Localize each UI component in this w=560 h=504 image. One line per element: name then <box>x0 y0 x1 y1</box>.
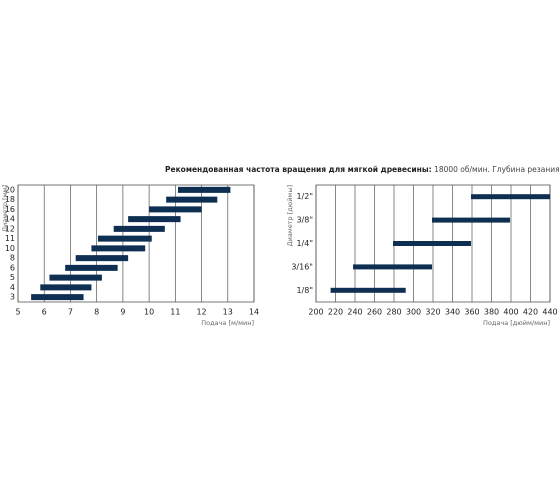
subtitle: 18000 об/мин. Глубина резания равна диам… <box>434 165 560 174</box>
x-tick-label: 280 <box>386 308 401 317</box>
bar <box>75 255 129 262</box>
y-tick-label: 3/8" <box>296 216 313 225</box>
x-tick-label: 440 <box>542 308 557 317</box>
y-tick-label: 20 <box>5 185 15 194</box>
bar <box>113 225 165 232</box>
x-tick-label: 320 <box>425 308 440 317</box>
x-tick-label: 200 <box>308 308 323 317</box>
bar <box>31 294 84 301</box>
y-tick-label: 16 <box>5 205 15 214</box>
x-tick-label: 220 <box>328 308 343 317</box>
x-tick-label: 11 <box>170 308 180 317</box>
x-tick-label: 13 <box>223 308 233 317</box>
y-tick-label: 14 <box>5 215 15 224</box>
bar <box>330 287 406 293</box>
bar <box>91 245 146 252</box>
y-tick-label: 4 <box>10 283 15 292</box>
y-tick-label: 3/16" <box>291 262 313 271</box>
y-tick-label: 8 <box>10 254 15 263</box>
x-tick-label: 340 <box>445 308 460 317</box>
bar <box>97 235 152 242</box>
x-tick-label: 6 <box>42 308 47 317</box>
y-tick-label: 10 <box>5 244 15 253</box>
y-tick-label: 3 <box>10 293 15 302</box>
y-axis-title: Диаметр [дюймы] <box>286 185 294 246</box>
x-axis-title: Подача [м/мин] <box>201 319 254 327</box>
x-tick-label: 10 <box>144 308 154 317</box>
y-tick-label: 1/2" <box>296 192 313 201</box>
x-tick-label: 7 <box>68 308 73 317</box>
x-tick-label: 260 <box>367 308 382 317</box>
y-tick-label: 18 <box>5 195 15 204</box>
bar <box>353 264 433 270</box>
x-tick-label: 400 <box>503 308 518 317</box>
x-axis-title: Подача [дюйм/мин] <box>483 319 550 327</box>
y-tick-label: 1/8" <box>296 286 313 295</box>
y-tick-label: 5 <box>10 273 15 282</box>
y-axis-title: Диаметр [мм] <box>1 185 9 232</box>
x-tick-label: 8 <box>94 308 99 317</box>
y-tick-label: 11 <box>5 234 15 243</box>
bar <box>40 284 92 291</box>
x-tick-label: 5 <box>15 308 20 317</box>
x-tick-label: 240 <box>347 308 362 317</box>
x-tick-label: 420 <box>523 308 538 317</box>
bar <box>471 194 550 200</box>
bar <box>393 241 472 246</box>
bar <box>65 264 118 271</box>
bar <box>49 274 102 281</box>
x-tick-label: 14 <box>249 308 259 317</box>
header-title: Рекомендованная частота вращения для мяг… <box>165 165 560 174</box>
y-tick-label: 1/4" <box>296 239 313 248</box>
bar <box>149 206 202 213</box>
title: Рекомендованная частота вращения для мяг… <box>165 165 432 174</box>
x-tick-label: 300 <box>406 308 421 317</box>
x-tick-label: 12 <box>196 308 206 317</box>
bar <box>128 216 181 223</box>
x-tick-label: 9 <box>120 308 125 317</box>
y-tick-label: 12 <box>5 224 15 233</box>
x-tick-label: 380 <box>484 308 499 317</box>
bar <box>166 196 218 203</box>
bar <box>177 186 231 193</box>
y-tick-label: 6 <box>10 263 15 272</box>
x-tick-label: 360 <box>464 308 479 317</box>
bar <box>432 217 511 223</box>
